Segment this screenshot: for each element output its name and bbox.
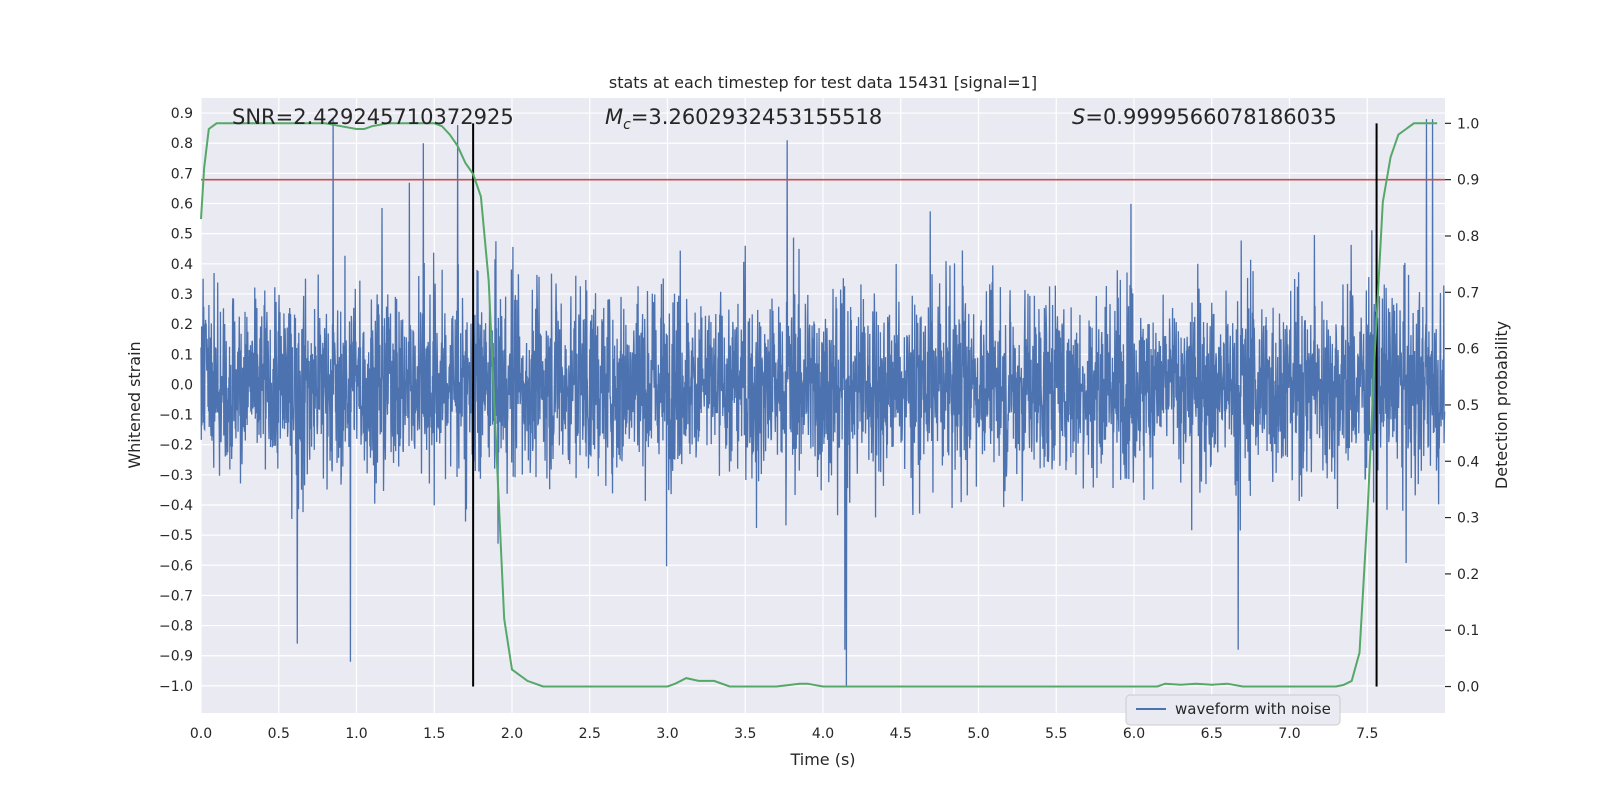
legend-label: waveform with noise <box>1175 700 1331 718</box>
y-tick-label: −1.0 <box>159 679 193 695</box>
y2-tick-label: 0.0 <box>1457 680 1479 696</box>
x-tick-label: 7.5 <box>1356 726 1378 742</box>
y-tick-label: 0.4 <box>171 257 193 273</box>
x-tick-label: 6.0 <box>1123 726 1145 742</box>
probability-series <box>200 122 1438 688</box>
y2-axis-label: Detection probability <box>1492 321 1511 489</box>
y2-tick-label: 0.1 <box>1457 623 1479 639</box>
y-axis-left-ticks: −1.0 −0.9 −0.8 −0.7 −0.6 −0.5 −0.4 −0.3 −0.2 −0.1… <box>159 106 193 695</box>
x-tick-label: 3.5 <box>734 726 756 742</box>
y2-tick-label: 1.0 <box>1457 116 1479 132</box>
waveform-path <box>200 119 1446 686</box>
y2-tick-label: 0.6 <box>1457 342 1479 358</box>
detection-markers <box>472 123 1378 687</box>
snr-annotation: SNR=2.429245710372925 <box>232 105 514 129</box>
y2-tick-label: 0.8 <box>1457 229 1479 245</box>
legend: waveform with noise <box>1125 694 1341 726</box>
y2-tick-label: 0.7 <box>1457 285 1479 301</box>
y-tick-label: −0.8 <box>159 619 193 635</box>
chirp-mass-symbol: M <box>605 105 623 129</box>
x-tick-label: 0.5 <box>268 726 290 742</box>
chirp-mass-subscript: c <box>623 117 631 133</box>
y-tick-label: 0.2 <box>171 317 193 333</box>
x-tick-label: 1.5 <box>423 726 445 742</box>
y-tick-label: −0.3 <box>159 468 193 484</box>
chirp-mass-value: =3.2602932453155518 <box>631 105 882 129</box>
waveform-series <box>200 119 1446 686</box>
x-tick-label: 2.0 <box>501 726 523 742</box>
y-tick-label: 0.7 <box>171 166 193 182</box>
chart-title: stats at each timestep for test data 154… <box>609 73 1037 92</box>
x-tick-label: 3.0 <box>656 726 678 742</box>
y-tick-label: −0.1 <box>159 408 193 424</box>
y2-tick-label: 0.4 <box>1457 454 1479 470</box>
y-tick-label: 0.3 <box>171 287 193 303</box>
y2-tick-label: 0.2 <box>1457 567 1479 583</box>
x-axis-label: Time (s) <box>789 750 855 769</box>
x-tick-label: 5.5 <box>1045 726 1067 742</box>
x-tick-label: 6.5 <box>1201 726 1223 742</box>
y-tick-label: 0.8 <box>171 136 193 152</box>
x-tick-label: 1.0 <box>345 726 367 742</box>
y2-tick-label: 0.5 <box>1457 398 1479 414</box>
x-tick-label: 4.0 <box>812 726 834 742</box>
y-tick-label: 0.6 <box>171 197 193 213</box>
y-tick-label: 0.1 <box>171 347 193 363</box>
y2-tick-label: 0.3 <box>1457 511 1479 527</box>
x-tick-label: 5.0 <box>967 726 989 742</box>
y-tick-label: 0.0 <box>171 377 193 393</box>
x-tick-label: 0.0 <box>190 726 212 742</box>
score-value: =0.9999566078186035 <box>1085 105 1336 129</box>
y2-tick-label: 0.9 <box>1457 173 1479 189</box>
x-tick-label: 4.5 <box>890 726 912 742</box>
score-annotation: S=0.9999566078186035 <box>1072 105 1337 129</box>
score-symbol: S <box>1072 105 1085 129</box>
y-tick-label: 0.5 <box>171 227 193 243</box>
legend-box <box>1125 694 1341 726</box>
y-tick-label: −0.5 <box>159 528 193 544</box>
x-tick-label: 2.5 <box>579 726 601 742</box>
y-tick-label: −0.9 <box>159 649 193 665</box>
y-axis-right-ticks: 0.0 0.1 0.2 0.3 0.4 0.5 0.6 0.7 0.8 0.9 1.0 <box>1445 116 1479 696</box>
y-tick-label: 0.9 <box>171 106 193 122</box>
y-axis-label: Whitened strain <box>125 341 144 468</box>
y-tick-label: −0.2 <box>159 438 193 454</box>
y-tick-label: −0.6 <box>159 558 193 574</box>
y-tick-label: −0.7 <box>159 588 193 604</box>
chirp-mass-annotation: Mc=3.2602932453155518 <box>605 105 882 133</box>
x-tick-label: 7.0 <box>1278 726 1300 742</box>
x-axis-ticks: 0.0 0.5 1.0 1.5 2.0 2.5 3.0 3.5 4.0 4.5 5.0 5.5 6.0 6… <box>190 726 1379 742</box>
y-tick-label: −0.4 <box>159 498 193 514</box>
